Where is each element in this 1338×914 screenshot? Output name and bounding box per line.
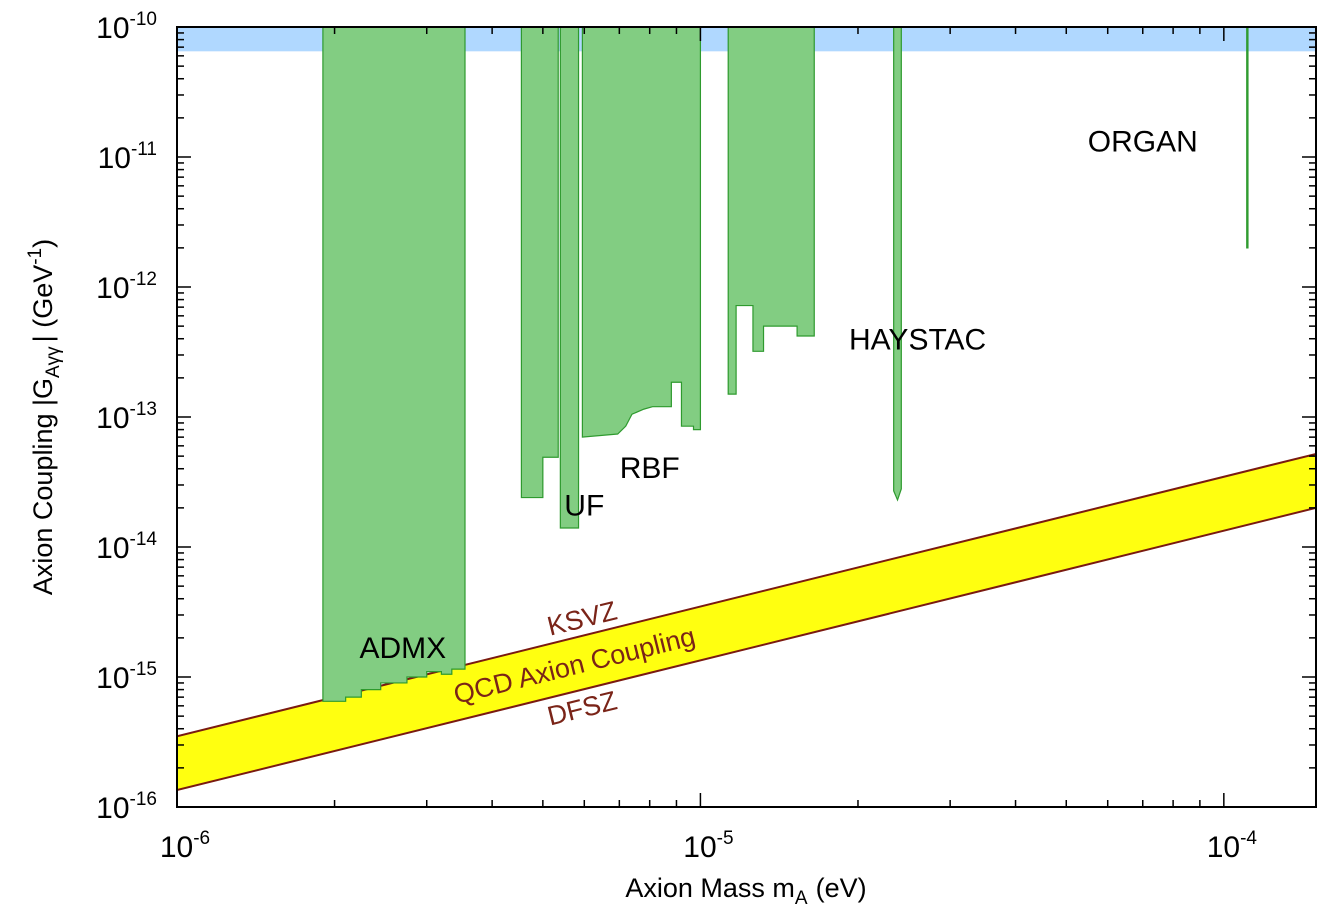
y-tick-label: 10-16 (96, 789, 157, 825)
x-tick-label: 10-6 (160, 828, 210, 864)
haystac-label: HAYSTAC (849, 324, 986, 357)
admx-label: ADMX (359, 632, 446, 665)
dfsz-line (177, 506, 1316, 792)
organ-label: ORGAN (1088, 126, 1198, 159)
rbf-exclusion-region-1 (581, 27, 702, 438)
y-tick-label: 10-10 (96, 9, 157, 45)
rbf-label: RBF (620, 452, 680, 485)
x-tick-label: 10-4 (1207, 828, 1258, 864)
y-tick-label: 10-13 (96, 399, 157, 435)
axis-ticks (176, 26, 1316, 808)
x-tick-label: 10-5 (683, 828, 733, 864)
uf-exclusion-region-2 (559, 27, 580, 529)
organ-exclusion-region-1 (1246, 27, 1249, 249)
y-axis-title: Axion Coupling |GAγγ| (GeV-1) (25, 239, 64, 595)
exclusion-regions (322, 27, 1249, 702)
y-tick-label: 10-14 (96, 529, 157, 565)
y-tick-label: 10-15 (96, 659, 157, 695)
plot-area (177, 27, 1316, 807)
qcd-band-fill (177, 453, 1316, 791)
uf-exclusion-region-1 (520, 27, 559, 499)
rbf-exclusion-region-1 (727, 27, 815, 395)
admx-exclusion-region-1 (322, 27, 466, 702)
y-tick-label: 10-11 (98, 139, 157, 175)
y-tick-label: 10-12 (96, 269, 157, 305)
x-axis-title: Axion Mass mA (eV) (625, 873, 866, 909)
uf-label: UF (564, 489, 604, 522)
axis-tick-labels: 10-6 10-5 10-4 10-16 10-15 10-14 10-13 10-12 10-… (96, 9, 1257, 864)
haystac-exclusion-region-1 (893, 27, 902, 502)
